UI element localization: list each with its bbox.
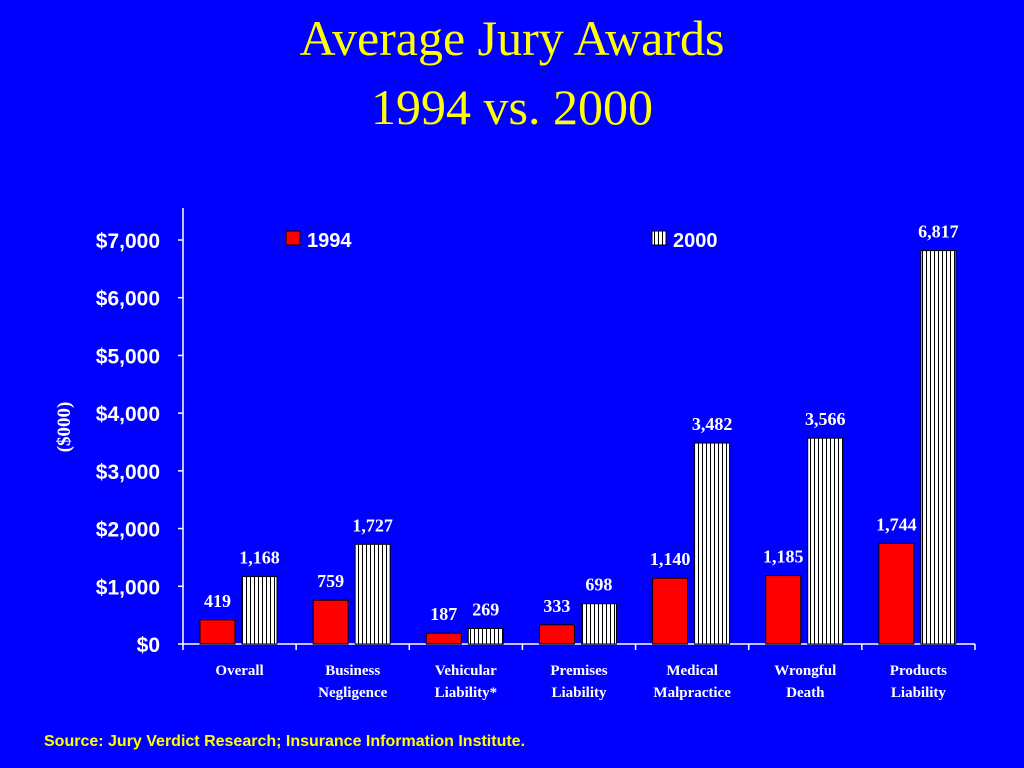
chart-title-line-1: Average Jury Awards xyxy=(299,10,725,66)
data-label-1994: 759 xyxy=(317,571,344,591)
y-tick-label: $7,000 xyxy=(96,230,160,253)
y-tick-label: $4,000 xyxy=(96,403,160,426)
y-tick-label: $3,000 xyxy=(96,461,160,484)
data-label-1994: 1,185 xyxy=(763,547,804,567)
bar-1994 xyxy=(765,575,802,645)
bar-1994 xyxy=(538,624,575,645)
y-tick-label: $1,000 xyxy=(96,576,160,599)
x-category-label: Overall xyxy=(215,663,263,679)
y-tick-label: $0 xyxy=(137,634,160,657)
x-category-label: Wrongful Death xyxy=(774,663,836,701)
data-label-1994: 1,744 xyxy=(876,514,917,534)
legend-swatch-1994 xyxy=(285,230,301,246)
bar-2000 xyxy=(241,576,278,645)
x-category-label: Medical Malpractice xyxy=(653,663,731,701)
x-category-label: Vehicular Liability* xyxy=(435,663,498,701)
chart-title-line-2: 1994 vs. 2000 xyxy=(371,79,653,135)
legend-label-2000: 2000 xyxy=(673,230,718,252)
bar-2000 xyxy=(694,442,731,645)
x-category-label: Business Negligence xyxy=(318,663,387,701)
bar-2000 xyxy=(467,627,504,645)
data-label-2000: 269 xyxy=(472,599,499,619)
bar-2000 xyxy=(920,250,957,645)
data-label-2000: 3,482 xyxy=(692,414,733,434)
bar-1994 xyxy=(312,599,349,645)
bar-2000 xyxy=(354,543,391,645)
legend-label-1994: 1994 xyxy=(307,230,352,252)
bar-1994 xyxy=(199,619,236,645)
bar-1994 xyxy=(878,542,915,645)
x-category-label: Premises Liability xyxy=(550,663,607,701)
y-tick-label: $2,000 xyxy=(96,519,160,542)
data-label-1994: 419 xyxy=(204,591,231,611)
bar-1994 xyxy=(425,632,462,645)
legend-swatch-2000 xyxy=(651,230,667,246)
data-label-1994: 333 xyxy=(543,596,570,616)
data-label-2000: 3,566 xyxy=(805,409,846,429)
data-label-2000: 6,817 xyxy=(918,222,959,242)
x-category-label: Products Liability xyxy=(890,663,947,701)
bar-1994 xyxy=(652,577,689,645)
y-tick-label: $5,000 xyxy=(96,345,160,368)
data-label-2000: 698 xyxy=(585,575,612,595)
y-axis-label: ($000) xyxy=(54,402,75,453)
data-label-2000: 1,168 xyxy=(239,548,280,568)
data-label-1994: 187 xyxy=(430,604,457,624)
bar-2000 xyxy=(580,603,617,645)
bar-2000 xyxy=(807,437,844,645)
data-label-2000: 1,727 xyxy=(352,515,393,535)
data-label-1994: 1,140 xyxy=(650,549,691,569)
source-note: Source: Jury Verdict Research; Insurance… xyxy=(44,733,526,750)
y-tick-label: $6,000 xyxy=(96,288,160,311)
